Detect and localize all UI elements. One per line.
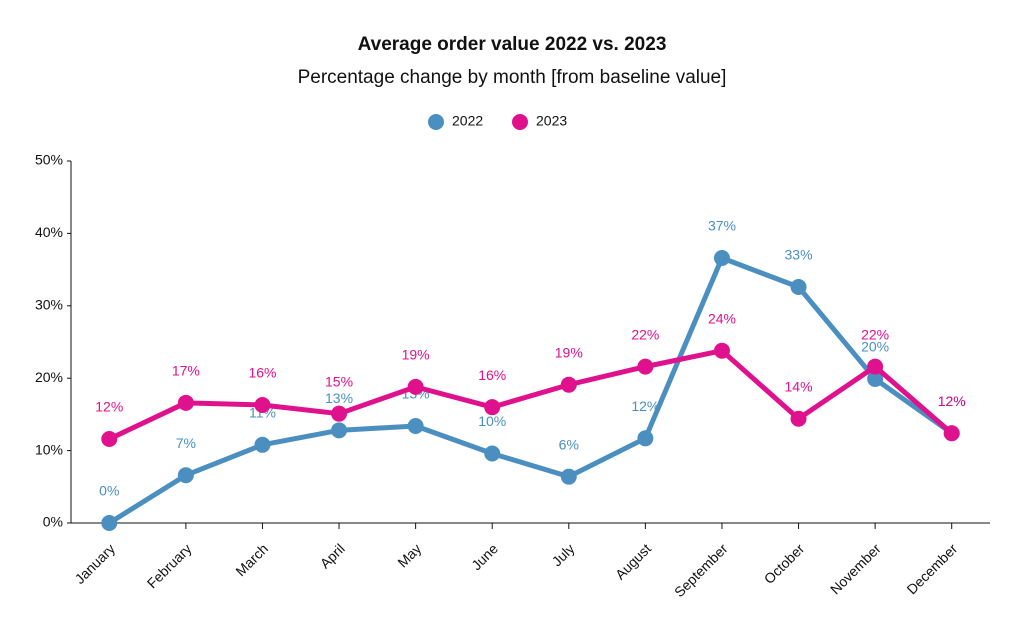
- data-point: [177, 467, 194, 484]
- data-point: [790, 278, 807, 295]
- data-label: 12%: [95, 399, 123, 415]
- legend-marker: [512, 114, 528, 130]
- x-tick-label: May: [394, 540, 424, 570]
- data-point: [943, 425, 960, 442]
- data-label: 22%: [861, 326, 889, 342]
- data-label: 14%: [785, 378, 813, 394]
- data-label: 16%: [478, 367, 506, 383]
- data-point: [101, 431, 118, 448]
- data-point: [101, 515, 118, 531]
- legend-label: 2023: [536, 113, 567, 129]
- y-tick-label: 20%: [35, 369, 63, 385]
- data-point: [484, 445, 501, 462]
- x-tick-label: November: [827, 540, 884, 597]
- data-point: [867, 370, 884, 387]
- data-point: [177, 394, 194, 411]
- data-point: [560, 468, 577, 485]
- data-point: [254, 436, 271, 453]
- data-point: [713, 342, 730, 359]
- data-label: 6%: [559, 436, 579, 452]
- data-label: 0%: [99, 483, 119, 499]
- x-tick-label: December: [903, 540, 960, 597]
- y-tick-label: 40%: [35, 224, 63, 240]
- x-tick-label: January: [71, 540, 118, 587]
- y-tick-label: 30%: [35, 297, 63, 313]
- data-label: 17%: [172, 363, 200, 379]
- data-label: 10%: [478, 413, 506, 429]
- data-label: 19%: [402, 347, 430, 363]
- data-point: [637, 430, 654, 447]
- legend-marker: [428, 114, 444, 130]
- data-label: 12%: [938, 393, 966, 409]
- series-line: [108, 348, 954, 442]
- data-label: 37%: [708, 218, 736, 234]
- data-label: 24%: [708, 310, 736, 326]
- data-label: 12%: [938, 393, 966, 409]
- x-tick-label: July: [549, 540, 578, 569]
- data-point: [560, 376, 577, 393]
- x-tick-label: June: [468, 540, 501, 573]
- data-label: 12%: [631, 398, 659, 414]
- data-point: [713, 250, 730, 267]
- data-label: 19%: [555, 344, 583, 360]
- series-line: [107, 255, 954, 526]
- data-label: 7%: [176, 435, 196, 451]
- y-tick-label: 50%: [35, 152, 63, 168]
- data-point: [637, 358, 654, 375]
- x-tick-label: April: [317, 540, 348, 571]
- chart-subtitle: Percentage change by month [from baselin…: [298, 67, 727, 88]
- data-label: 22%: [631, 326, 659, 342]
- data-label: 15%: [325, 373, 353, 389]
- x-tick-label: September: [671, 540, 731, 600]
- data-point: [407, 417, 424, 434]
- legend-label: 2022: [452, 113, 483, 129]
- data-point: [867, 358, 884, 375]
- data-label: 16%: [248, 365, 276, 381]
- data-point: [790, 410, 807, 427]
- x-tick-label: August: [612, 540, 654, 582]
- data-label: 33%: [785, 247, 813, 263]
- y-tick-label: 10%: [35, 441, 63, 457]
- data-label: 13%: [325, 390, 353, 406]
- data-point: [407, 378, 424, 395]
- x-tick-label: October: [761, 540, 808, 587]
- data-point: [484, 399, 501, 416]
- chart-title: Average order value 2022 vs. 2023: [358, 34, 667, 55]
- data-point: [331, 405, 348, 422]
- y-tick-label: 0%: [43, 514, 63, 530]
- data-point: [254, 396, 271, 413]
- x-tick-label: February: [144, 540, 195, 591]
- data-label: 20%: [861, 339, 889, 355]
- x-tick-label: March: [232, 540, 271, 579]
- data-point: [331, 422, 348, 439]
